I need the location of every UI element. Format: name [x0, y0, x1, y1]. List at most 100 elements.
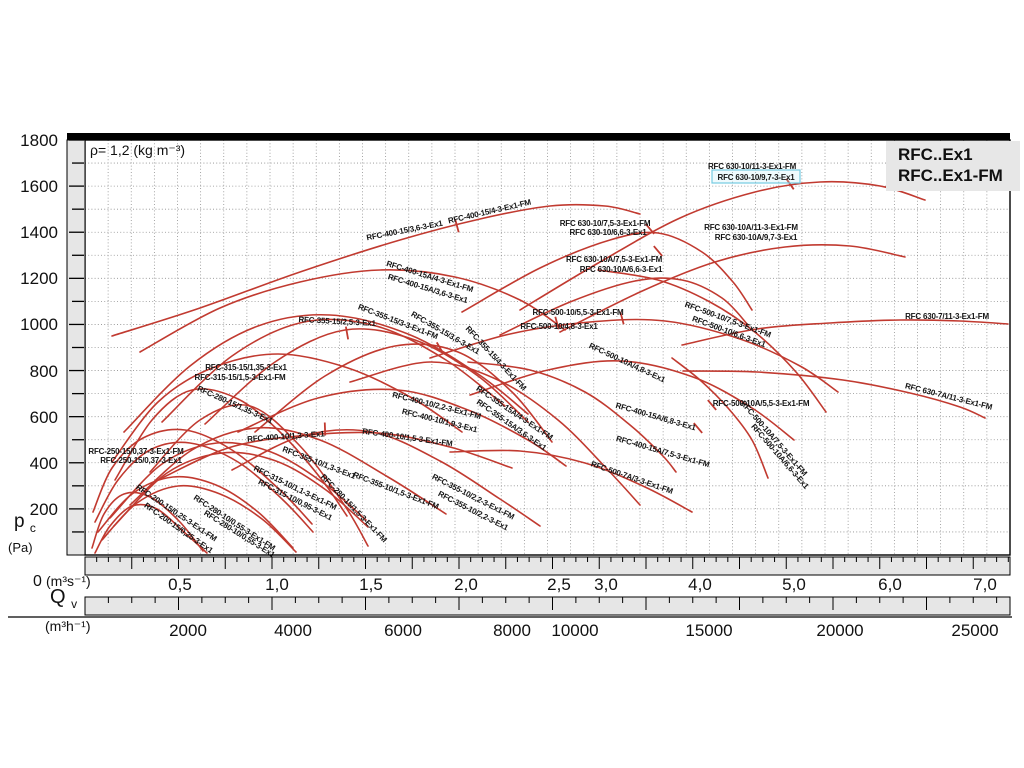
- duty-limit-markers: [323, 178, 795, 436]
- performance-curves: [91, 180, 1009, 554]
- curve-RFC 630-7A: [682, 370, 986, 419]
- x-tick-label-m3s: 1,5: [359, 575, 383, 594]
- y-tick-labels: 1800 1600 1400 1200 1000 800 600 400 200: [20, 131, 58, 519]
- x-tick-label-m3s: 5,0: [782, 575, 806, 594]
- duty-marker: [785, 178, 795, 190]
- x-axis-unit-m3s: (m³s⁻¹): [46, 573, 91, 589]
- curve-RFC-400-15A/7,5: [467, 361, 677, 473]
- duty-marker: [707, 399, 717, 411]
- duty-marker: [554, 316, 560, 330]
- x-tick-label-m3s: 7,0: [973, 575, 997, 594]
- curve-label: RFC-250-15/0,37-3-Ex1: [100, 456, 182, 465]
- curve-label: RFC 630-7/11-3-Ex1-FM: [905, 312, 989, 321]
- x-tick-label-m3h: 15000: [685, 621, 732, 640]
- x-axis-title: Q v: [50, 586, 78, 611]
- duty-marker: [645, 223, 655, 235]
- curve-RFC-355-10/1,3: [129, 426, 447, 515]
- duty-marker: [454, 219, 460, 233]
- curve-RFC-200-15: [91, 491, 204, 552]
- curve-RFC-355-15/2,5: [123, 313, 529, 433]
- curve-label: RFC 630-10A/9,7-3-Ex1: [715, 233, 798, 242]
- curve-RFC-400-15: [111, 203, 641, 337]
- curve-RFC-355-15A: [349, 361, 641, 506]
- curve-RFC-355-15/4: [254, 343, 553, 443]
- x-tick-label-m3s: 0,5: [168, 575, 192, 594]
- curve-RFC-400-10/1,9: [237, 388, 567, 467]
- x-ruler-m3h-ticks: [84, 597, 998, 610]
- curve-RFC-355-15/3,6: [204, 328, 529, 425]
- curve-label: RFC-250-15/0,37-3-Ex1-FM: [88, 447, 184, 456]
- x-tick-label-m3h: 8000: [493, 621, 531, 640]
- y-ruler-ticks: [69, 139, 84, 533]
- curve-label: RFC 630-10/7,5-3-Ex1-FM: [560, 219, 651, 228]
- top-frame-bar: [67, 133, 1010, 140]
- x-tick-label-m3h: 20000: [816, 621, 863, 640]
- curve-label: RFC-500-10A/5,5-3-Ex1-FM: [713, 399, 810, 408]
- y-tick-label: 1000: [20, 315, 58, 334]
- curve-RFC-315-15: [111, 353, 463, 463]
- y-tick-label: 400: [30, 454, 58, 473]
- x-tick-label-m3h: 4000: [274, 621, 312, 640]
- x-tick-label-m3h: 6000: [384, 621, 422, 640]
- curve-RFC-500-10: [429, 318, 839, 393]
- x-tick-labels-m3s: 0,5 1,0 1,5 2,0 2,5 3,0 4,0 5,0 6,0 7,0: [168, 575, 997, 594]
- curve-label: RFC 630-10A/7,5-3-Ex1-FM: [566, 255, 663, 264]
- y-tick-label: 800: [30, 362, 58, 381]
- legend-line-ex1: RFC..Ex1: [898, 145, 973, 164]
- y-tick-label: 200: [30, 500, 58, 519]
- x-tick-label-m3s: 2,0: [454, 575, 478, 594]
- duty-marker: [693, 422, 703, 434]
- curve-RFC-250-15-FM: [94, 441, 314, 533]
- x-tick-label-m3s: 6,0: [878, 575, 902, 594]
- x-tick-label-m3h: 2000: [169, 621, 207, 640]
- x-tick-label-m3s: 1,0: [265, 575, 289, 594]
- curve-RFC 630-10/7,5: [461, 231, 753, 313]
- y-tick-label: 600: [30, 408, 58, 427]
- curve-label: RFC-315-15/1,35-3-Ex1: [205, 363, 287, 372]
- curve-label: RFC 630-10/11-3-Ex1-FM: [708, 162, 797, 171]
- x-tick-label-m3s: 2,5: [547, 575, 571, 594]
- legend-line-ex1-fm: RFC..Ex1-FM: [898, 166, 1003, 185]
- curve-RFC-500-10A/7,5: [671, 357, 769, 479]
- curve-label: RFC 630-10/9,7-3-Ex1: [718, 173, 796, 182]
- curve-RFC-355-10/2,2: [231, 428, 541, 527]
- series-legend: RFC..Ex1 RFC..Ex1-FM: [886, 141, 1020, 191]
- x-tick-labels-m3h: 2000 4000 6000 8000 10000 15000 20000 25000: [169, 621, 999, 640]
- curve-RFC-400-15A: [139, 269, 566, 353]
- duty-marker: [435, 341, 445, 355]
- y-axis-unit: (Pa): [8, 540, 33, 555]
- curve-RFC 630-7: [681, 319, 1009, 346]
- y-tick-label: 1600: [20, 177, 58, 196]
- x-ruler-m3h: [84, 596, 1011, 616]
- curve-RFC-400-10/1,3: [157, 431, 513, 481]
- x-ruler-m3s-ticks: [84, 557, 1009, 569]
- x-tick-label-m3h: 25000: [951, 621, 998, 640]
- x-axis-unit-m3h: (m³h⁻¹): [45, 618, 91, 634]
- x-tick-label-m3h: 10000: [551, 621, 598, 640]
- curve-RFC-315-10-FM: [113, 451, 369, 528]
- duty-marker: [653, 245, 663, 257]
- duty-marker: [344, 326, 350, 340]
- curve-label: RFC 630-10A/6,6-3-Ex1: [580, 265, 663, 274]
- curve-RFC-500-10A: [469, 360, 795, 441]
- grid-lines: [85, 140, 1010, 555]
- curve-RFC-500-7A: [449, 449, 693, 513]
- x-ruler-m3s: [84, 556, 1011, 576]
- y-tick-label: 1800: [20, 131, 58, 150]
- y-axis-title: p c: [14, 511, 36, 535]
- y-tick-label: 1400: [20, 223, 58, 242]
- curve-RFC-280-15/1,35: [114, 388, 348, 517]
- curve-label: RFC-315-15/1,5-3-Ex1-FM: [195, 373, 287, 382]
- curve-label: RFC 630-10A/11-3-Ex1-FM: [704, 223, 798, 232]
- curve-RFC-250-15: [92, 428, 313, 525]
- curve-RFC-200-15-FM: [94, 503, 208, 554]
- curve-label: RFC 630-10/6,6-3-Ex1: [570, 228, 648, 237]
- air-density-note: ρ= 1,2 (kg m⁻³): [90, 142, 186, 158]
- x-tick-label-m3s: 4,0: [688, 575, 712, 594]
- curve-label: RFC-355-15/2,5-3-Ex1: [298, 315, 376, 328]
- origin-zero-label: 0: [33, 573, 42, 590]
- curve-RFC-315-10: [109, 441, 367, 521]
- duty-marker: [619, 311, 625, 325]
